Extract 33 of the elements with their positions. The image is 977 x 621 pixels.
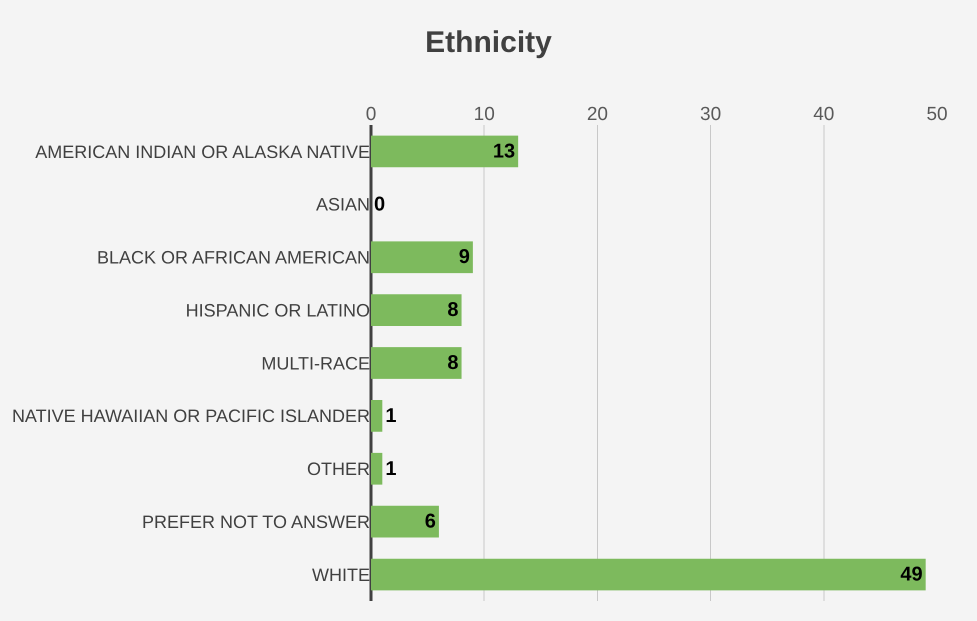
bar bbox=[371, 558, 926, 590]
data-label: 6 bbox=[424, 510, 436, 533]
data-label: 8 bbox=[447, 352, 459, 374]
data-label: 1 bbox=[385, 404, 396, 427]
x-tick-label: 50 bbox=[926, 104, 948, 126]
data-label: 49 bbox=[900, 564, 923, 586]
y-tick-label: MULTI-RACE bbox=[261, 353, 370, 374]
x-tick-label: 0 bbox=[366, 104, 376, 126]
x-tick-label: 20 bbox=[586, 104, 608, 126]
bar bbox=[371, 452, 382, 485]
y-tick-label: OTHER bbox=[307, 459, 370, 480]
data-label: 1 bbox=[385, 458, 396, 480]
bar bbox=[371, 294, 462, 326]
y-tick-label: BLACK OR AFRICAN AMERICAN bbox=[96, 248, 370, 268]
bar bbox=[371, 136, 518, 168]
data-label: 9 bbox=[458, 246, 470, 268]
y-tick-label: PREFER NOT TO ANSWER bbox=[142, 512, 370, 532]
y-tick-label: AMERICAN INDIAN OR ALASKA NATIVE bbox=[35, 142, 370, 162]
bar bbox=[371, 241, 473, 274]
data-label: 13 bbox=[492, 140, 516, 162]
x-tick-label: 30 bbox=[700, 104, 722, 126]
data-label: 8 bbox=[447, 299, 459, 322]
y-tick-label: WHITE bbox=[312, 564, 370, 585]
y-tick-label: ASIAN bbox=[316, 194, 370, 215]
bar bbox=[371, 400, 382, 432]
x-tick-label: 40 bbox=[813, 104, 834, 126]
chart-title: Ethnicity bbox=[425, 26, 552, 60]
x-tick-label: 10 bbox=[474, 104, 495, 126]
y-tick-label: HISPANIC OR LATINO bbox=[186, 300, 370, 320]
data-label: 0 bbox=[374, 193, 386, 216]
bar bbox=[371, 506, 439, 538]
y-tick-label: NATIVE HAWAIIAN OR PACIFIC ISLANDER bbox=[12, 406, 370, 426]
bar bbox=[371, 347, 462, 379]
